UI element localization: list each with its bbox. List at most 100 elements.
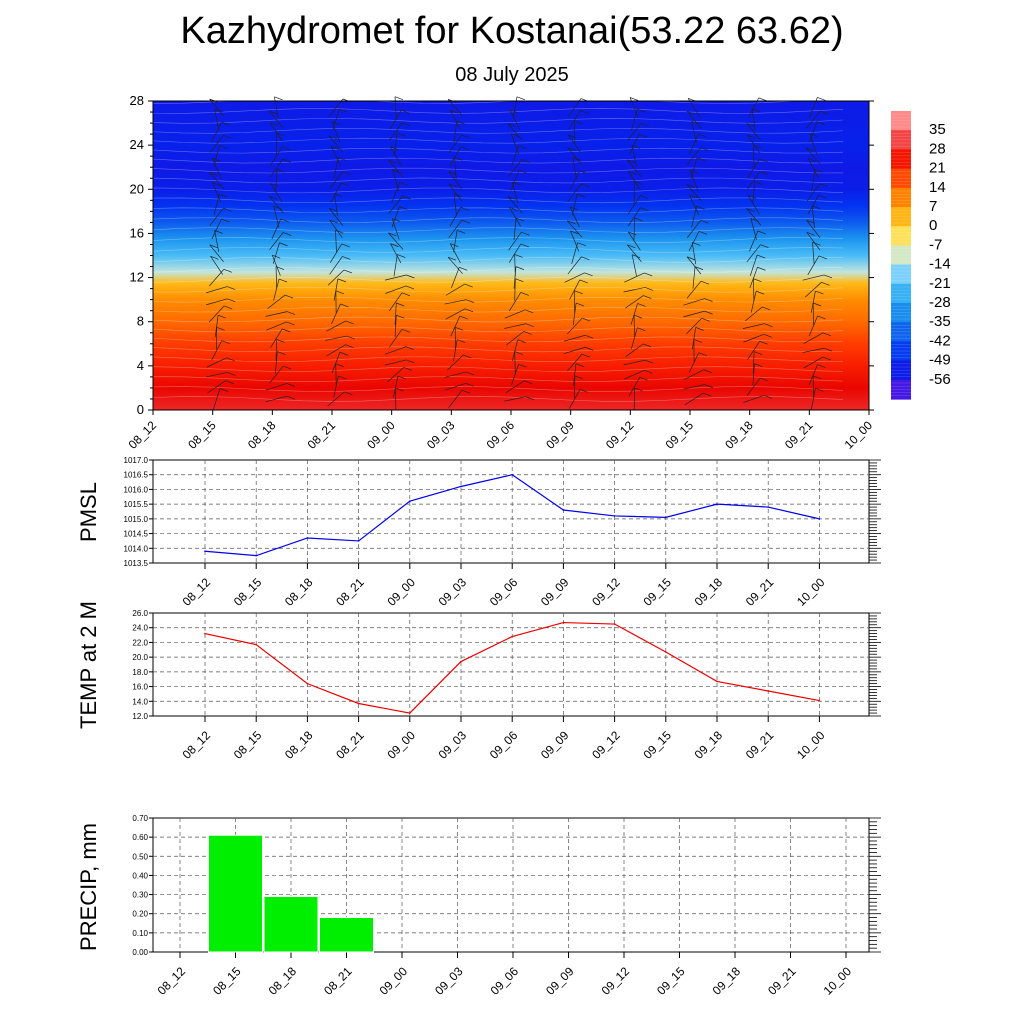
wind-barb bbox=[569, 170, 580, 191]
wind-barb-flag bbox=[276, 339, 285, 343]
wind-barb bbox=[510, 133, 520, 155]
wind-barb-flag bbox=[284, 294, 294, 299]
wind-barb-flag bbox=[282, 146, 291, 151]
contour-line bbox=[152, 267, 844, 273]
wind-barb-flag bbox=[465, 382, 474, 387]
wind-barb bbox=[810, 388, 816, 410]
wind-barb-flag bbox=[628, 170, 637, 175]
wind-barb bbox=[752, 181, 756, 204]
wind-barb-flag bbox=[459, 266, 468, 271]
wind-barb bbox=[746, 208, 762, 226]
wind-barb bbox=[566, 317, 583, 335]
pmsl-point bbox=[818, 518, 821, 520]
wind-barb-flag bbox=[581, 353, 590, 358]
wind-barb-flag bbox=[511, 133, 520, 138]
colorbar-cell bbox=[891, 111, 911, 131]
x-tick-label: 08_18 bbox=[245, 418, 279, 452]
wind-barb bbox=[445, 308, 466, 320]
wind-barb bbox=[211, 182, 222, 203]
wind-barb bbox=[335, 363, 337, 386]
contour-line bbox=[152, 346, 844, 353]
wind-barb-flag bbox=[344, 391, 353, 396]
wind-barb-flag bbox=[637, 108, 646, 113]
wind-barb-flag bbox=[405, 285, 415, 290]
wind-barb bbox=[384, 359, 407, 366]
panel-frame bbox=[152, 612, 870, 717]
wind-barb bbox=[206, 357, 227, 368]
colorbar-cell bbox=[891, 207, 911, 227]
wind-barb-flag bbox=[269, 110, 278, 115]
wind-barb-flag bbox=[225, 380, 234, 384]
colorbar-cell bbox=[891, 283, 911, 304]
x-tick-label: 09_09 bbox=[543, 964, 577, 998]
wind-barb bbox=[214, 315, 219, 338]
wind-barb-flag bbox=[396, 302, 405, 307]
x-tick-label: 08_15 bbox=[231, 575, 265, 609]
wind-barb bbox=[453, 120, 458, 143]
wind-barb bbox=[569, 389, 581, 409]
x-tick-label: 09_15 bbox=[640, 575, 674, 609]
wind-barb-flag bbox=[759, 171, 769, 175]
wind-barb-flag bbox=[514, 254, 523, 258]
wind-barb-flag bbox=[402, 195, 411, 200]
wind-barb-flag bbox=[515, 217, 525, 222]
wind-barb bbox=[510, 170, 520, 191]
x-tick-label: 09_09 bbox=[538, 575, 572, 609]
wind-barb bbox=[803, 356, 824, 369]
temp-point bbox=[818, 699, 821, 702]
wind-barb-flag bbox=[525, 309, 534, 314]
wind-barb-flag bbox=[638, 133, 648, 138]
wind-barb-flag bbox=[812, 241, 821, 246]
wind-barb bbox=[806, 220, 821, 238]
wind-barb bbox=[746, 244, 761, 263]
wind-barb-flag bbox=[753, 278, 762, 283]
wind-barb-flag bbox=[217, 314, 227, 319]
pmsl-point bbox=[665, 516, 667, 519]
wind-barb bbox=[329, 219, 343, 239]
wind-barb-flag bbox=[461, 389, 471, 394]
wind-barb-flag bbox=[461, 134, 470, 139]
wind-barb bbox=[750, 218, 757, 240]
wind-barb-flag bbox=[763, 333, 773, 338]
wind-barb bbox=[388, 232, 404, 250]
wind-barb-flag bbox=[341, 182, 350, 187]
wind-barb bbox=[691, 242, 697, 265]
pmsl-point bbox=[409, 500, 411, 503]
wind-barb-flag bbox=[447, 256, 457, 261]
colorbar-label: -49 bbox=[929, 352, 951, 369]
wind-barb-flag bbox=[700, 219, 709, 224]
y-tick-label: 1016.5 bbox=[124, 471, 149, 480]
wind-barb-flag bbox=[509, 207, 518, 211]
wind-barb bbox=[393, 254, 398, 277]
colorbar-cell bbox=[891, 264, 911, 285]
y-tick-label: 28 bbox=[130, 93, 144, 108]
wind-barb-flag bbox=[221, 218, 230, 223]
wind-barb-flag bbox=[463, 354, 472, 359]
wind-barb bbox=[747, 171, 761, 190]
wind-barb bbox=[393, 375, 399, 398]
wind-barb bbox=[447, 99, 463, 117]
x-tick-label: 08_12 bbox=[180, 575, 214, 609]
pmsl-point bbox=[613, 515, 616, 517]
colorbar-label: -21 bbox=[929, 275, 951, 292]
wind-barb-flag bbox=[689, 169, 698, 174]
pmsl-panel: 1013.5 1014.0 1014.5 1015.0 1015.5 1016.0 1016… bbox=[76, 456, 881, 609]
wind-barb bbox=[213, 193, 220, 216]
wind-barb bbox=[265, 383, 287, 391]
panel-frame bbox=[152, 459, 870, 564]
wind-barb-flag bbox=[405, 346, 415, 350]
wind-barb-flag bbox=[507, 196, 516, 200]
wind-barb-flag bbox=[806, 231, 815, 236]
wind-barb-flag bbox=[219, 145, 228, 149]
contour-line bbox=[152, 98, 844, 104]
x-tick-label: 09_03 bbox=[436, 728, 470, 762]
colorbar-cell bbox=[891, 130, 911, 150]
wind-barb bbox=[743, 395, 765, 403]
pmsl-line bbox=[204, 474, 820, 557]
wind-barb-flag bbox=[704, 384, 713, 388]
wind-barb-flag bbox=[700, 147, 709, 151]
y-tick-label: 1013.5 bbox=[124, 559, 149, 568]
wind-barb-flag bbox=[817, 315, 826, 320]
x-tick-label: 08_18 bbox=[282, 728, 316, 762]
x-tick-label: 10_00 bbox=[821, 964, 855, 998]
